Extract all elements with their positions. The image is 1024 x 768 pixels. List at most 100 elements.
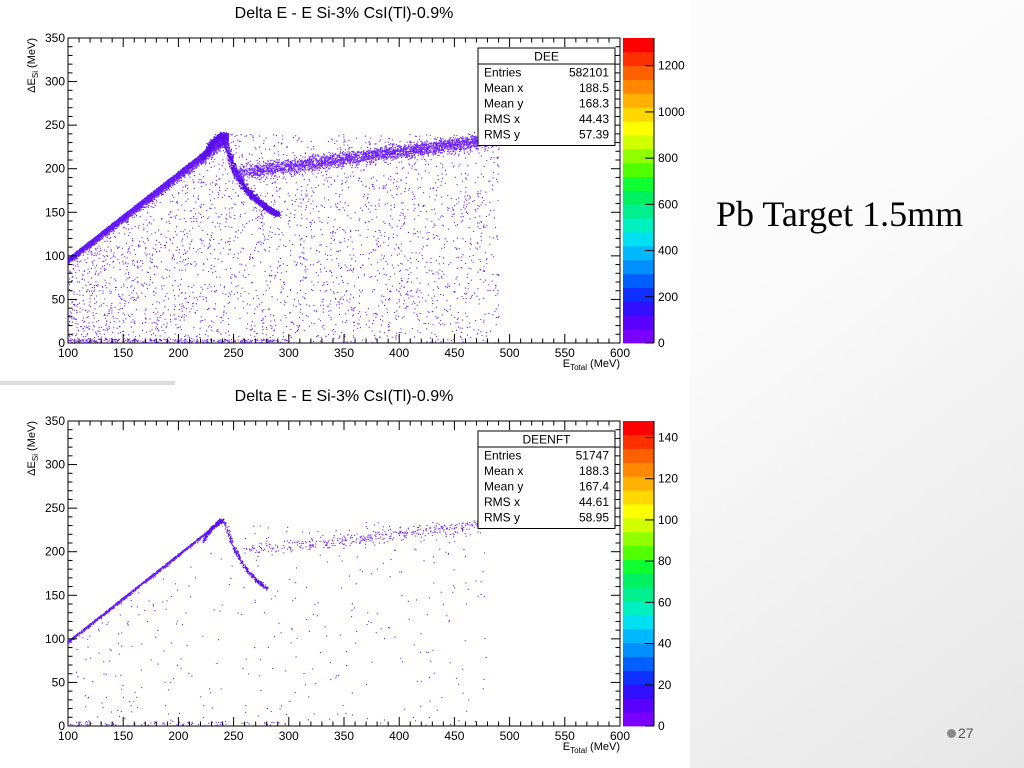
data-point xyxy=(166,180,168,182)
data-point xyxy=(151,197,153,199)
data-point xyxy=(178,176,180,178)
data-point xyxy=(125,221,127,223)
data-point xyxy=(192,168,194,170)
data-point xyxy=(195,158,197,160)
data-point xyxy=(132,211,134,213)
data-point xyxy=(173,183,175,185)
data-point xyxy=(221,145,223,147)
data-point xyxy=(172,182,174,184)
data-point xyxy=(132,211,134,213)
data-point xyxy=(163,185,165,187)
data-point xyxy=(147,201,149,203)
data-point xyxy=(169,181,171,183)
data-point xyxy=(100,235,102,237)
data-point xyxy=(169,179,171,181)
data-point xyxy=(87,246,89,248)
data-point xyxy=(207,158,209,160)
data-point xyxy=(176,182,178,184)
data-point xyxy=(228,132,230,134)
data-point xyxy=(79,248,81,250)
data-point xyxy=(219,146,221,148)
data-point xyxy=(171,187,173,189)
data-point xyxy=(166,185,168,187)
data-point xyxy=(202,162,204,164)
data-point xyxy=(192,159,194,161)
data-point xyxy=(81,251,83,253)
data-point xyxy=(102,232,104,234)
data-point xyxy=(144,203,146,205)
data-point xyxy=(141,199,143,201)
data-point xyxy=(102,236,104,238)
data-point xyxy=(146,201,148,203)
data-point xyxy=(212,149,214,151)
data-point xyxy=(218,145,220,147)
data-point xyxy=(92,238,94,240)
data-point xyxy=(213,148,215,150)
data-point xyxy=(196,164,198,166)
data-point xyxy=(140,207,142,209)
data-point xyxy=(128,215,130,217)
data-point xyxy=(104,232,106,234)
data-point xyxy=(213,148,215,150)
data-point xyxy=(217,145,219,147)
data-point xyxy=(186,170,188,172)
data-point xyxy=(180,172,182,174)
data-point xyxy=(212,153,214,155)
data-point xyxy=(150,201,152,203)
data-point xyxy=(137,210,139,212)
data-point xyxy=(214,150,216,152)
data-point xyxy=(218,148,220,150)
data-point xyxy=(197,164,199,166)
data-point xyxy=(86,249,88,251)
data-point xyxy=(174,181,176,183)
data-point xyxy=(151,193,153,195)
data-point xyxy=(102,237,104,239)
data-point xyxy=(182,175,184,177)
data-point xyxy=(115,225,117,227)
data-point xyxy=(200,155,202,157)
data-point xyxy=(193,161,195,163)
data-point xyxy=(121,221,123,223)
data-point xyxy=(174,184,176,186)
data-point xyxy=(192,165,194,167)
data-point xyxy=(197,163,199,165)
data-point xyxy=(103,231,105,233)
data-point xyxy=(111,231,113,233)
data-point xyxy=(167,186,169,188)
data-point xyxy=(164,189,166,191)
data-point xyxy=(126,220,128,222)
data-point xyxy=(138,210,140,212)
data-point xyxy=(223,146,225,148)
data-point xyxy=(121,222,123,224)
data-point xyxy=(96,239,98,241)
data-point xyxy=(176,179,178,181)
data-point xyxy=(193,164,195,166)
data-point xyxy=(157,196,159,198)
data-point xyxy=(186,172,188,174)
data-point xyxy=(211,152,213,154)
data-point xyxy=(161,191,163,193)
data-point xyxy=(117,221,119,223)
data-point xyxy=(196,167,198,169)
data-point xyxy=(197,156,199,158)
data-point xyxy=(147,205,149,207)
data-point xyxy=(106,233,108,235)
data-point xyxy=(99,237,101,239)
data-point xyxy=(139,209,141,211)
data-point xyxy=(146,200,148,202)
data-point xyxy=(126,216,128,218)
data-point xyxy=(189,168,191,170)
data-point xyxy=(134,213,136,215)
data-point xyxy=(88,249,90,251)
data-point xyxy=(163,182,165,184)
data-point xyxy=(155,195,157,197)
data-point xyxy=(180,173,182,175)
data-point xyxy=(218,150,220,152)
data-point xyxy=(188,174,190,176)
data-point xyxy=(181,169,183,171)
data-point xyxy=(166,189,168,191)
data-point xyxy=(85,246,87,248)
data-point xyxy=(177,180,179,182)
data-point xyxy=(186,173,188,175)
data-point xyxy=(162,193,164,195)
